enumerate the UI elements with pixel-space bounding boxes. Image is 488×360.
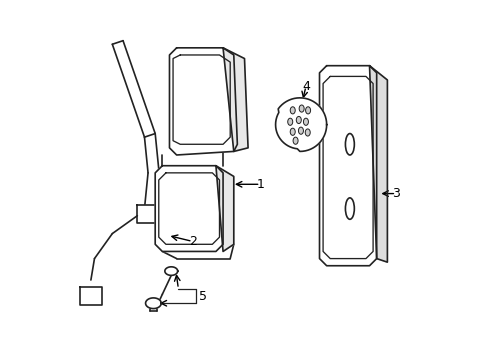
Polygon shape [223, 48, 247, 152]
Ellipse shape [299, 105, 304, 112]
Polygon shape [275, 98, 326, 152]
Text: 1: 1 [256, 178, 264, 191]
Polygon shape [137, 205, 165, 223]
Ellipse shape [287, 118, 292, 125]
Polygon shape [216, 166, 233, 251]
Polygon shape [319, 66, 376, 266]
Polygon shape [155, 166, 223, 251]
Ellipse shape [298, 127, 303, 134]
Ellipse shape [305, 129, 309, 136]
Polygon shape [164, 267, 177, 275]
Text: 2: 2 [188, 235, 196, 248]
Ellipse shape [345, 134, 354, 155]
Text: 3: 3 [391, 187, 400, 200]
Ellipse shape [290, 107, 295, 114]
Polygon shape [169, 48, 237, 155]
Polygon shape [145, 298, 161, 309]
Ellipse shape [303, 118, 308, 125]
Ellipse shape [292, 137, 298, 144]
Ellipse shape [345, 198, 354, 219]
Polygon shape [369, 66, 386, 262]
Polygon shape [80, 287, 102, 305]
Ellipse shape [290, 128, 295, 135]
Ellipse shape [296, 116, 301, 123]
Text: 4: 4 [302, 80, 309, 93]
Ellipse shape [305, 107, 310, 114]
Text: 5: 5 [199, 289, 207, 303]
